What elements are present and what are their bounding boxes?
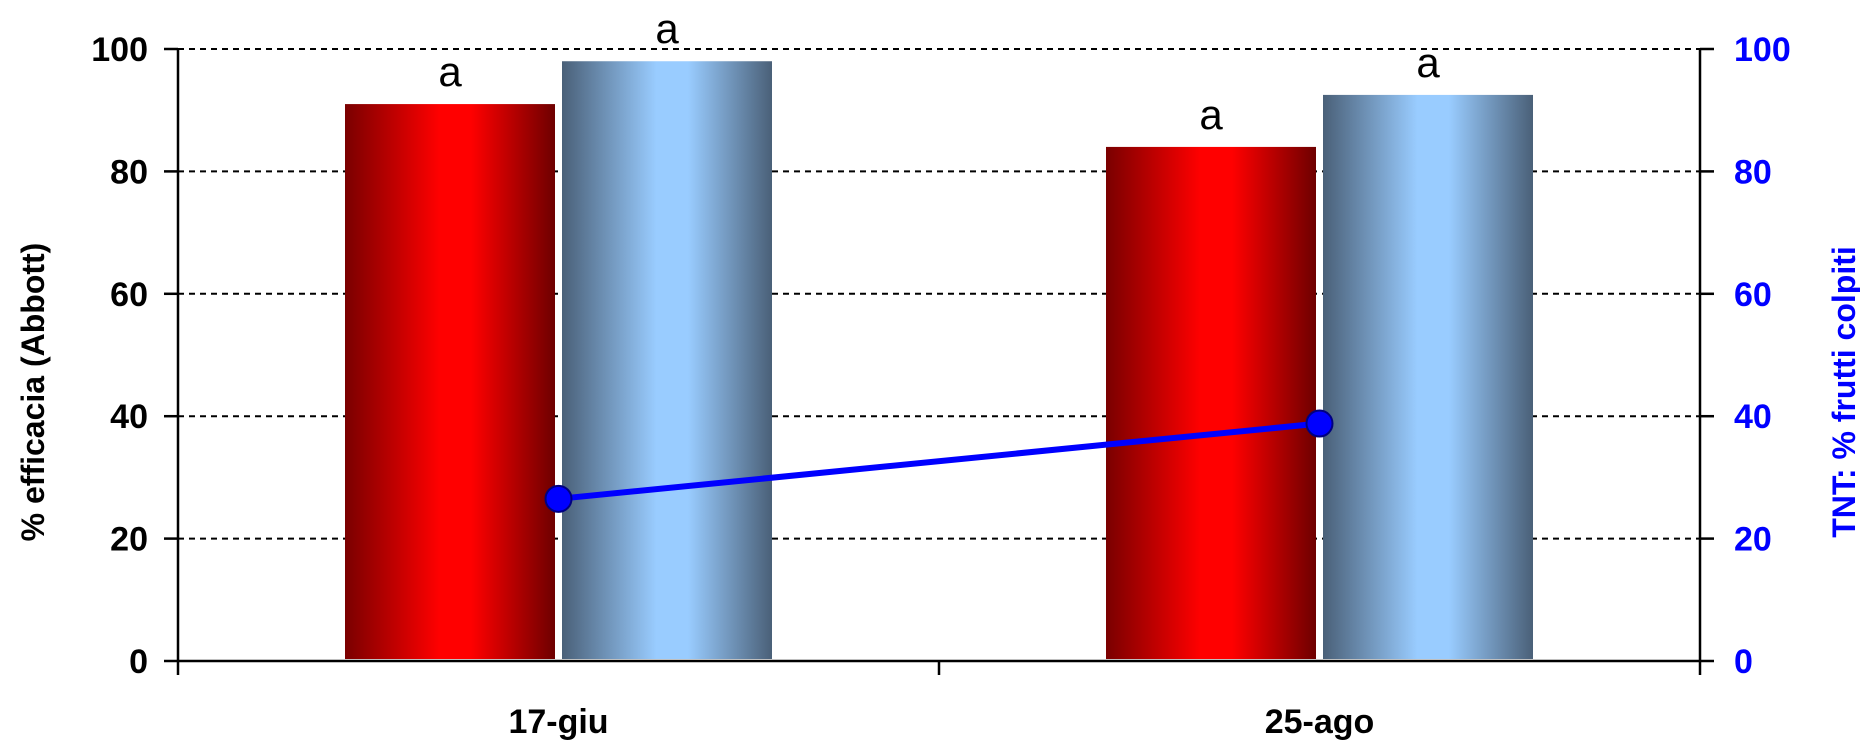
bar-significance-letter: a bbox=[1199, 91, 1223, 138]
x-tick-label: 17-giu bbox=[508, 703, 608, 741]
line-series bbox=[544, 409, 1334, 513]
y-axis-title: % efficacia (Abbott) bbox=[15, 243, 51, 542]
bar bbox=[1323, 94, 1533, 659]
y2-tick-label: 40 bbox=[1734, 398, 1772, 436]
y-tick-label: 20 bbox=[110, 521, 148, 559]
bar-significance-letter: a bbox=[438, 48, 462, 95]
y-tick-label: 100 bbox=[91, 31, 148, 69]
y2-tick-label: 80 bbox=[1734, 153, 1772, 191]
y-tick-label: 80 bbox=[110, 153, 148, 191]
y-tick-label: 60 bbox=[110, 276, 148, 314]
line-series-path bbox=[558, 420, 1320, 502]
y2-tick-label: 100 bbox=[1734, 31, 1791, 69]
bar-significance-letter: a bbox=[1416, 39, 1440, 86]
bar bbox=[1106, 146, 1316, 660]
y2-axis-title: TNT: % frutti colpiti bbox=[1826, 246, 1860, 538]
line-point bbox=[544, 484, 573, 513]
y2-tick-label: 0 bbox=[1734, 643, 1753, 681]
y2-tick-label: 20 bbox=[1734, 521, 1772, 559]
line-point bbox=[1305, 409, 1334, 438]
y-tick-label: 0 bbox=[129, 643, 148, 681]
axes: 0 20 40 60 80 100 0 20 40 60 80 100 17-giu 25-ago bbox=[91, 31, 1790, 741]
bar bbox=[345, 104, 555, 659]
y-tick-label: 40 bbox=[110, 398, 148, 436]
x-tick-label: 25-ago bbox=[1265, 703, 1375, 741]
y2-tick-label: 60 bbox=[1734, 276, 1772, 314]
bar-significance-letter: a bbox=[655, 5, 679, 52]
bar-letters: a a a a bbox=[438, 5, 1440, 138]
bar bbox=[562, 61, 772, 660]
bars bbox=[345, 61, 1533, 660]
